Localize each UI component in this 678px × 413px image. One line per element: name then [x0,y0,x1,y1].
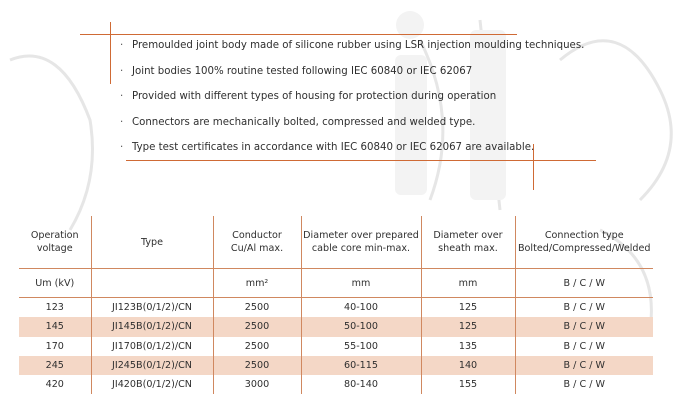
feature-item: · Joint bodies 100% routine tested follow… [120,64,584,90]
cell-diameter-core: 60-115 [300,355,421,376]
cell-connection: B / C / W [514,317,653,337]
cell-diameter-sheath: 125 [420,317,515,337]
cell-diameter-core: 55-100 [300,336,421,356]
bullet-glyph: · [120,91,124,102]
unit-cell: Um (kV) [19,268,91,298]
bullet-glyph: · [120,142,124,153]
cell-conductor: 2500 [212,297,301,318]
bottom-horizontal-rule [126,160,596,161]
feature-item: · Premoulded joint body made of silicone … [120,38,584,64]
table-row: 123 JI123B(0/1/2)/CN 2500 40-100 125 B /… [19,297,653,318]
feature-item: · Connectors are mechanically bolted, com… [120,115,584,141]
units-row: Um (kV) mm² mm mm B / C / W [19,268,653,298]
cell-diameter-sheath: 155 [420,375,515,395]
unit-cell: mm [300,268,421,298]
cell-type: JI145B(0/1/2)/CN [90,317,213,337]
cell-conductor: 2500 [212,317,301,337]
feature-text: Joint bodies 100% routine tested followi… [132,65,473,77]
cell-type: JI245B(0/1/2)/CN [90,355,213,376]
unit-cell [90,268,213,298]
feature-item: · Type test certificates in accordance wi… [120,140,584,166]
right-vertical-rule [533,144,534,190]
cell-voltage: 123 [45,302,64,314]
header-connection-type: Connection type Bolted/Compressed/Welded [514,216,653,269]
cell-type: JI123B(0/1/2)/CN [90,297,213,318]
cell-connection: B / C / W [514,375,653,395]
cell-type: JI170B(0/1/2)/CN [90,336,213,356]
feature-list: · Premoulded joint body made of silicone … [120,38,584,166]
unit-cell: B / C / W [514,268,653,298]
header-type: Type [90,216,213,269]
header-diameter-core: Diameter over prepared cable core min-max… [300,216,421,269]
table-row: 145 JI145B(0/1/2)/CN 2500 50-100 125 B /… [19,317,653,337]
cell-voltage: 245 [19,355,91,376]
cell-conductor: 2500 [212,355,301,376]
cell-connection: B / C / W [514,297,653,318]
cell-connection: B / C / W [514,355,653,376]
table-row: 245 JI245B(0/1/2)/CN 2500 60-115 140 B /… [19,355,653,376]
feature-text: Connectors are mechanically bolted, comp… [132,116,476,128]
cell-diameter-sheath: 140 [420,355,515,376]
feature-item: · Provided with different types of housin… [120,89,584,115]
table-row: 420 JI420B(0/1/2)/CN 3000 80-140 155 B /… [19,375,653,395]
left-vertical-rule [110,22,111,84]
cell-diameter-sheath: 135 [420,336,515,356]
bullet-glyph: · [120,116,124,128]
feature-text: Type test certificates in accordance wit… [132,142,535,153]
unit-cell: mm [420,268,515,298]
cell-diameter-core: 50-100 [300,317,421,337]
cell-diameter-sheath: 125 [420,297,515,318]
header-conductor: Conductor Cu/Al max. [212,216,301,269]
feature-text: Premoulded joint body made of silicone r… [132,40,585,51]
header-operation-voltage: Operation voltage [19,216,91,269]
cell-conductor: 3000 [212,375,301,395]
bullet-glyph: · [120,65,124,77]
feature-text: Provided with different types of housing… [132,91,497,102]
cell-diameter-core: 40-100 [300,297,421,318]
cell-type: JI420B(0/1/2)/CN [90,375,213,395]
cell-connection: B / C / W [514,336,653,356]
unit-cell: mm² [212,268,301,298]
cell-diameter-core: 80-140 [300,375,421,395]
cell-voltage: 145 [19,317,91,337]
cell-voltage: 170 [45,340,64,352]
top-horizontal-rule [80,34,517,35]
table-row: 170 JI170B(0/1/2)/CN 2500 55-100 135 B /… [19,336,653,356]
table-header-row: Operation voltage Type Conductor Cu/Al max… [19,216,653,269]
bullet-glyph: · [120,40,124,51]
cell-conductor: 2500 [212,336,301,356]
header-diameter-sheath: Diameter over sheath max. [420,216,515,269]
cell-voltage: 420 [45,379,64,391]
features-section: · Premoulded joint body made of silicone … [0,0,678,200]
joint-spec-table: Operation voltage Type Conductor Cu/Al max… [19,216,653,395]
